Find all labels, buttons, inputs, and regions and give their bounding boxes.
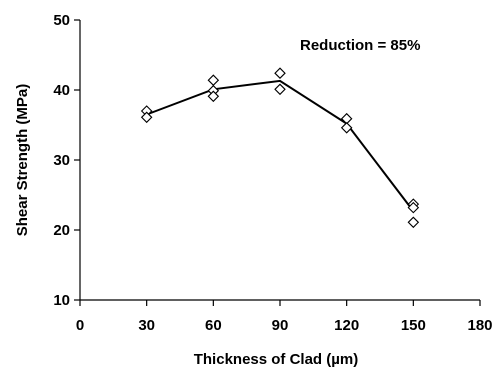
data-point-marker: [274, 67, 286, 79]
plot-area: [80, 20, 480, 300]
x-tick-label: 0: [76, 317, 84, 334]
y-tick-label: 50: [53, 12, 70, 29]
y-tick-label: 20: [53, 222, 70, 239]
x-tick-label: 90: [272, 317, 289, 334]
annotation-reduction: Reduction = 85%: [300, 37, 420, 54]
x-tick-label: 180: [467, 317, 492, 334]
data-point-marker: [274, 83, 286, 96]
x-tick-label: 60: [205, 317, 222, 334]
data-point-marker: [407, 201, 420, 214]
x-tick-label: 150: [401, 317, 426, 334]
y-ticks: 10 20 30 40 50: [53, 12, 80, 309]
x-tick-label: 30: [138, 317, 155, 334]
data-point-marker: [207, 90, 220, 103]
x-axis-title: Thickness of Clad (µm): [194, 351, 359, 368]
y-tick-label: 40: [53, 82, 70, 99]
data-markers: [140, 67, 420, 229]
data-point-marker: [340, 122, 353, 134]
trend-polyline: [146, 79, 415, 212]
trend-line: [146, 79, 415, 212]
y-tick-label: 30: [53, 152, 70, 169]
y-axis-title: Shear Strength (MPa): [14, 84, 31, 237]
x-ticks: 0 30 60 90 120 150 180: [76, 300, 493, 334]
data-point-marker: [407, 216, 420, 229]
data-point-marker: [140, 111, 153, 124]
y-tick-label: 10: [53, 292, 70, 309]
x-tick-label: 120: [334, 317, 359, 334]
